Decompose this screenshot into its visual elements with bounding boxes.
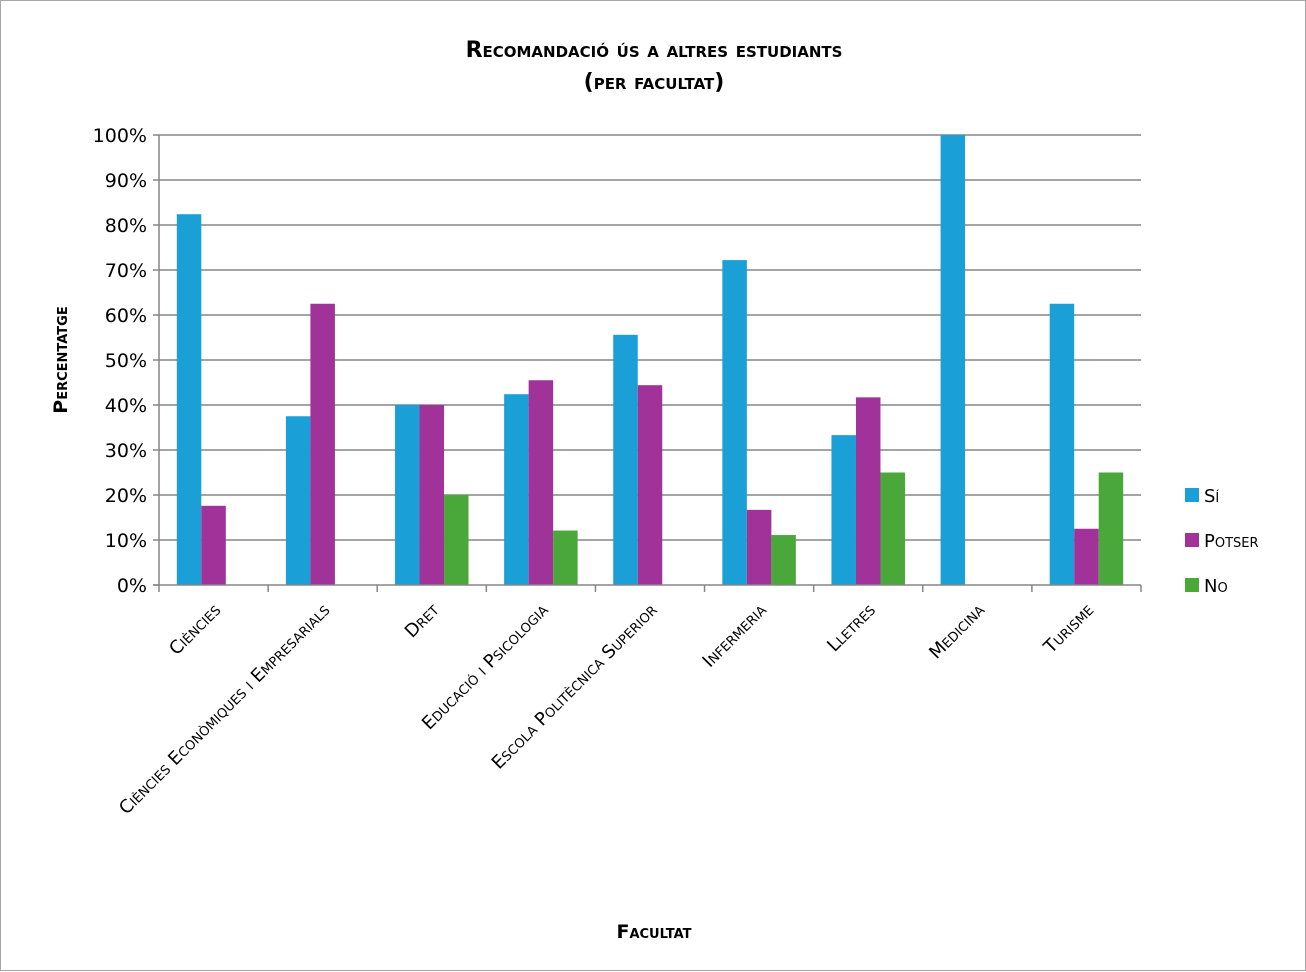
bar-potser [746, 509, 772, 585]
bar-s- [176, 214, 202, 585]
bars [176, 135, 1124, 585]
bar-potser [419, 405, 445, 585]
chart-subtitle: (per facultat) [584, 70, 725, 95]
bar-s- [504, 394, 529, 585]
bar-no [553, 530, 578, 585]
bar-s- [395, 405, 420, 585]
x-category-label: Ciències Econòmiques i Empresarials [115, 600, 334, 819]
legend-swatch [1185, 488, 1199, 502]
legend-label: Sí [1204, 486, 1219, 507]
bar-no [1098, 472, 1124, 585]
y-tick-label: 10% [105, 530, 147, 552]
bar-s- [722, 260, 747, 585]
x-category-label: Turisme [1039, 600, 1098, 659]
legend-swatch [1185, 533, 1199, 547]
y-tick-label: 80% [105, 215, 147, 237]
legend-label: No [1204, 576, 1228, 597]
bar-potser [1074, 528, 1099, 585]
bar-s- [831, 435, 856, 585]
chart-title: Recomandació ús a altres estudiants [466, 38, 843, 63]
y-tick-label: 70% [105, 260, 147, 282]
x-category-label: Ciències [165, 600, 225, 660]
axes [153, 135, 1142, 592]
bar-potser [310, 303, 335, 585]
y-tick-label: 90% [105, 170, 147, 192]
x-category-label: Infermeria [699, 600, 771, 672]
x-axis-label: Facultat [616, 921, 691, 943]
y-tick-labels: 0% 10% 20% 30% 40% 50% 60% 70% 80% 90% 100% [93, 125, 147, 597]
bar-s- [1049, 303, 1075, 585]
legend-swatch [1185, 578, 1199, 592]
y-tick-label: 30% [105, 440, 147, 462]
bar-potser [528, 380, 554, 585]
bar-no [880, 472, 905, 585]
y-tick-label: 100% [93, 125, 147, 147]
bar-potser [201, 505, 226, 585]
y-tick-label: 50% [105, 350, 147, 372]
y-tick-label: 40% [105, 395, 147, 417]
bar-s- [285, 416, 311, 585]
legend: Sí Potser No [1185, 486, 1259, 597]
bar-potser [855, 397, 881, 585]
x-category-label: Lletres [823, 600, 880, 657]
bar-s- [940, 135, 966, 585]
legend-label: Potser [1204, 531, 1259, 552]
bar-s- [613, 334, 638, 585]
y-tick-label: 60% [105, 305, 147, 327]
bar-no [444, 495, 469, 585]
y-tick-label: 20% [105, 485, 147, 507]
x-category-label: Medicina [925, 600, 989, 664]
x-category-label: Dret [401, 600, 444, 643]
y-axis-label: Percentatge [50, 306, 72, 413]
bar-no [771, 535, 796, 585]
bar-potser [637, 385, 663, 585]
y-tick-label: 0% [117, 575, 147, 597]
